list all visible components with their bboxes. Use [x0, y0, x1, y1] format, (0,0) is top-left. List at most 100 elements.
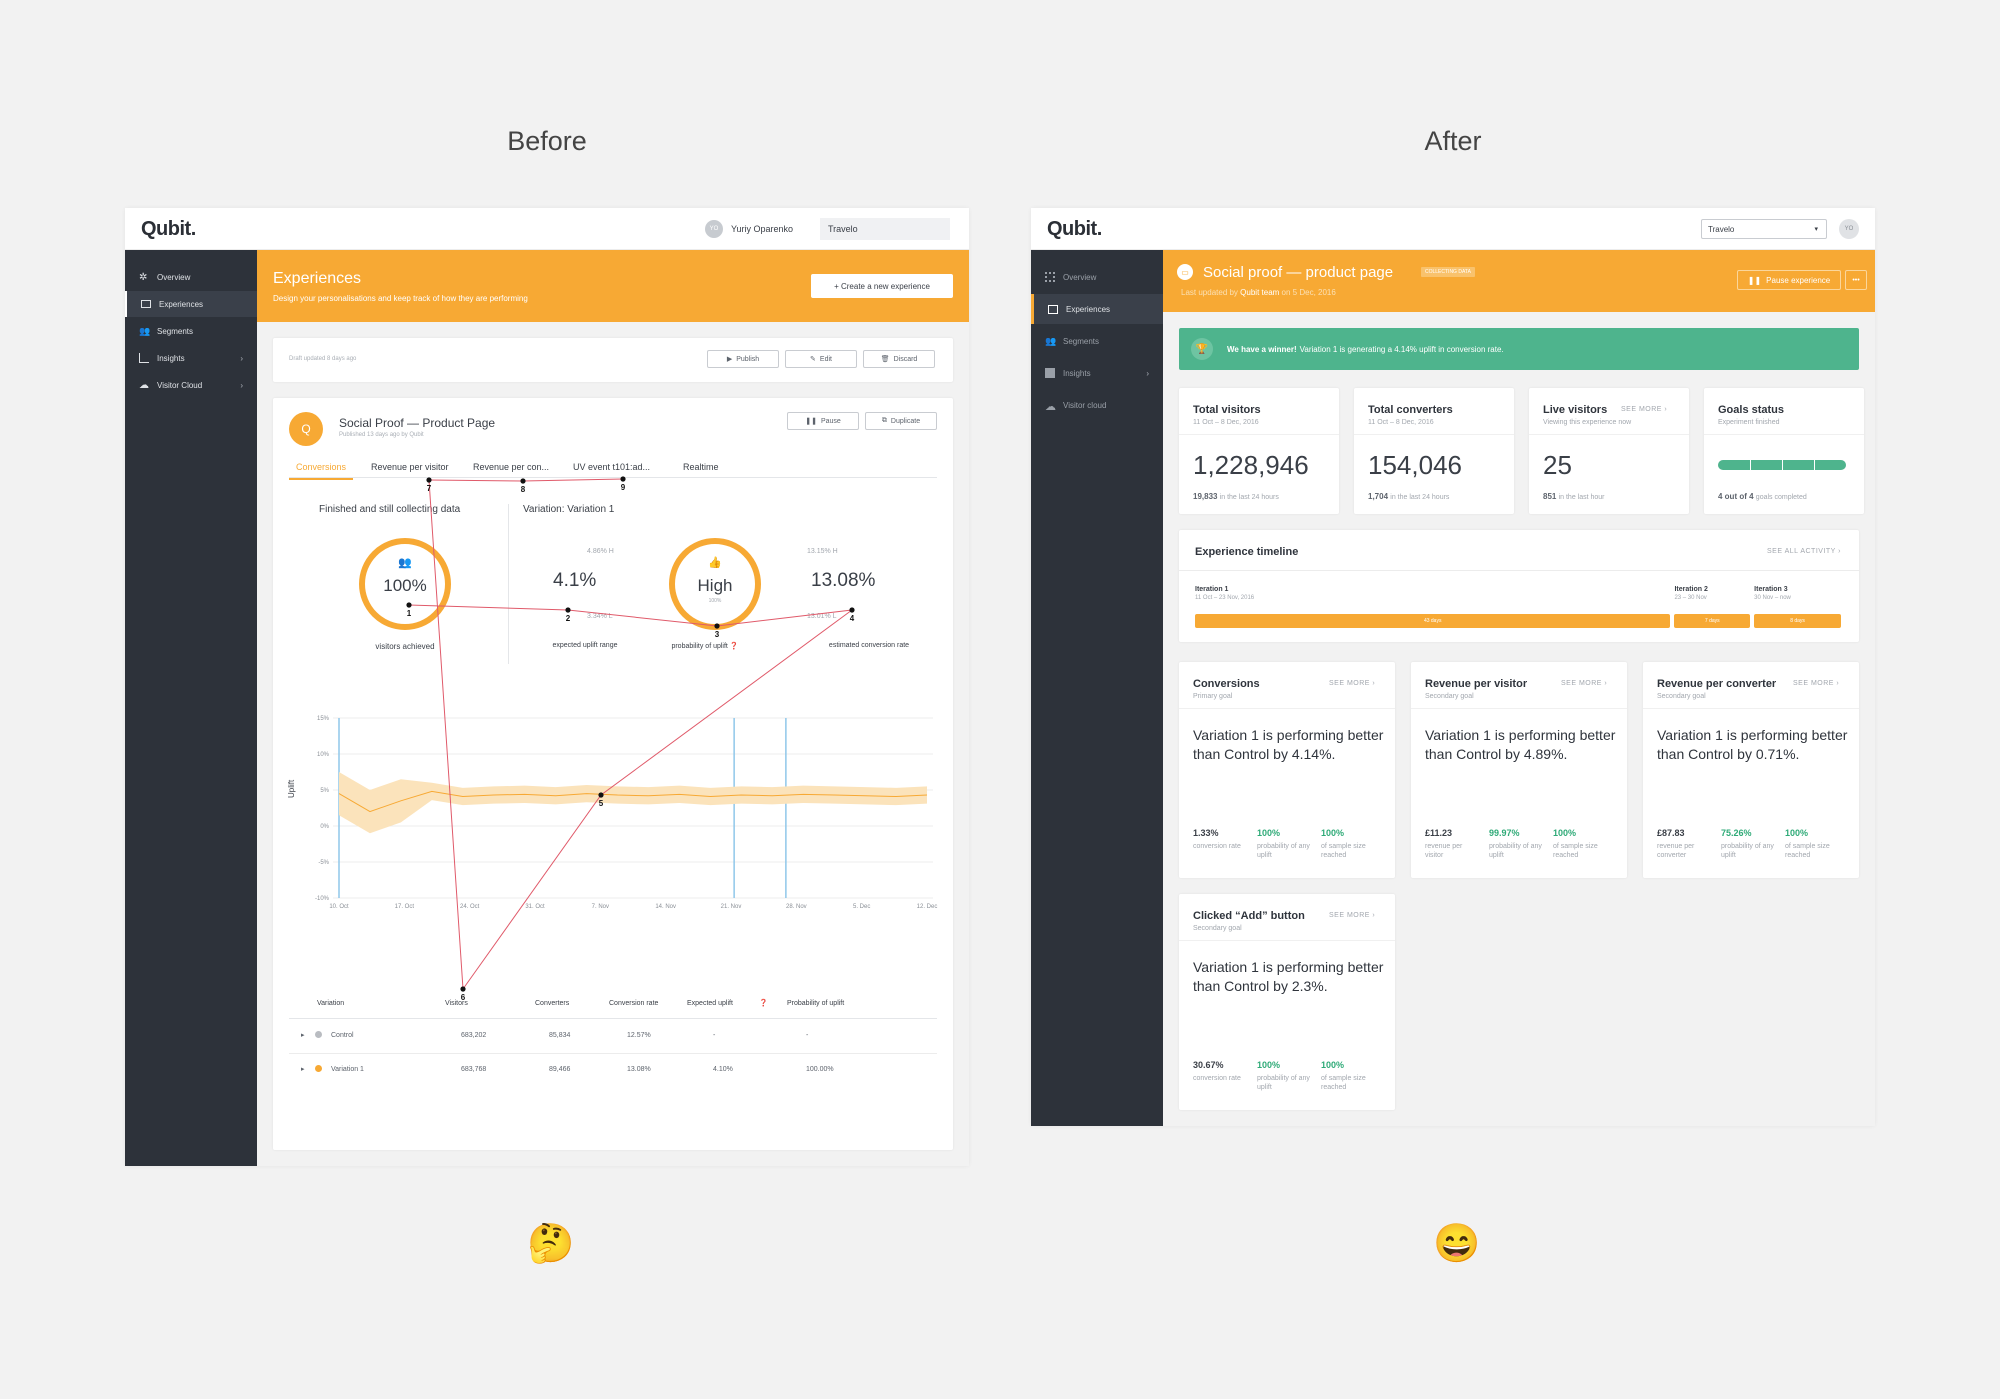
experience-badge: Q: [289, 412, 323, 446]
duplicate-button[interactable]: ⧉ Duplicate: [865, 412, 937, 430]
iteration-bar[interactable]: 7 days: [1674, 614, 1751, 628]
tab-realtime[interactable]: Realtime: [683, 462, 719, 472]
create-experience-button[interactable]: + Create a new experience: [811, 274, 953, 298]
user-avatar[interactable]: YO: [1839, 219, 1859, 239]
tab-revenue-per-converter[interactable]: Revenue per con...: [473, 462, 550, 472]
status-badge: COLLECTING DATA: [1421, 267, 1475, 277]
chevron-right-icon: ›: [1604, 680, 1608, 687]
last-updated: Last updated by Qubit team on 5 Dec, 201…: [1181, 288, 1336, 297]
chevron-right-icon: ›: [1836, 680, 1840, 687]
help-icon[interactable]: ❓: [759, 1000, 768, 1007]
nav-visitor-cloud[interactable]: ☁ Visitor cloud: [1045, 400, 1107, 414]
account-select[interactable]: Travelo: [820, 218, 950, 240]
x-tick-label: 14. Nov: [655, 904, 676, 910]
divider: [289, 1018, 937, 1019]
gaze-number: 1: [407, 609, 412, 618]
nav-experiences[interactable]: Experiences: [1031, 294, 1163, 324]
goal-stat-label: probability of any uplift: [1257, 843, 1310, 859]
pause-button[interactable]: ❚❚ Pause: [787, 412, 859, 430]
probability-label: probability of uplift ❓: [671, 643, 739, 650]
nav-segments[interactable]: 👥 Segments: [139, 326, 194, 336]
goal-stat-label: conversion rate: [1193, 843, 1241, 850]
gaze-number: 7: [427, 484, 432, 493]
qubit-logo[interactable]: Qubit.: [141, 218, 196, 240]
x-tick-label: 10. Oct: [329, 904, 349, 910]
table-row[interactable]: [289, 1020, 937, 1054]
goal-subtitle: Secondary goal: [1425, 693, 1474, 700]
account-select[interactable]: Travelo ▾: [1701, 219, 1827, 239]
overview-icon: [1045, 272, 1055, 282]
qubit-logo[interactable]: Qubit.: [1047, 218, 1102, 240]
tab-revenue-per-visitor[interactable]: Revenue per visitor: [371, 462, 449, 472]
nav-visitor-cloud[interactable]: ☁ Visitor Cloud ›: [139, 380, 243, 391]
tab-bar: Conversions Revenue per visitor Revenue …: [289, 456, 937, 480]
caret-right-icon[interactable]: ▸: [301, 1032, 305, 1039]
user-avatar[interactable]: YO: [705, 220, 723, 238]
pause-experience-button[interactable]: ❚❚ Pause experience: [1737, 270, 1841, 290]
iteration-bar[interactable]: 43 days: [1195, 614, 1671, 628]
copy-icon: ⧉: [881, 417, 887, 424]
uplift-high: 4.86% H: [587, 548, 614, 555]
more-button[interactable]: •••: [1845, 270, 1867, 290]
goal-subtitle: Secondary goal: [1193, 925, 1242, 932]
nav-overview[interactable]: ✲ Overview: [139, 272, 191, 283]
goal-stat-value: £11.23: [1425, 828, 1453, 838]
see-more-link[interactable]: SEE MORE ›: [1561, 680, 1608, 687]
tab-uv-event[interactable]: UV event t101:ad...: [573, 462, 651, 472]
trash-icon: 🗑: [880, 356, 890, 363]
divider: [1704, 434, 1864, 435]
goal-card[interactable]: Clicked “Add” button Secondary goal SEE MO…: [1179, 894, 1395, 1110]
goal-card[interactable]: Revenue per converter Secondary goal SEE M…: [1643, 662, 1859, 878]
monitor-icon: [1048, 304, 1058, 314]
goal-stat-label: of sample size reached: [1321, 1075, 1366, 1091]
caret-right-icon[interactable]: ▸: [301, 1066, 305, 1073]
users-icon: 👥: [1045, 336, 1057, 346]
goal-stat-label: revenue per visitor: [1425, 843, 1463, 859]
divider: [508, 504, 509, 664]
see-more-link[interactable]: SEE MORE ›: [1329, 912, 1376, 919]
see-all-activity-link[interactable]: SEE ALL ACTIVITY ›: [1767, 548, 1841, 555]
thumbs-up-icon: 👍: [708, 557, 722, 569]
divider: [1179, 570, 1859, 571]
edit-button[interactable]: ✎ Edit: [785, 350, 857, 368]
visitors-value: 100%: [383, 576, 427, 595]
publish-button[interactable]: ▶ Publish: [707, 350, 779, 368]
tab-conversions[interactable]: Conversions: [289, 462, 353, 480]
see-more-link[interactable]: SEE MORE ›: [1621, 406, 1668, 413]
table-header: Expected uplift: [687, 1000, 733, 1007]
goal-stat-label: conversion rate: [1193, 1075, 1241, 1082]
goal-card[interactable]: Revenue per visitor Secondary goal SEE MOR…: [1411, 662, 1627, 878]
nav-segments[interactable]: 👥 Segments: [1045, 336, 1100, 346]
goal-stat-value: 100%: [1321, 828, 1345, 838]
iteration-bar[interactable]: 8 days: [1754, 614, 1841, 628]
gaze-point: [849, 607, 855, 613]
monitor-icon: [141, 300, 151, 308]
metric-value: 1,228,946: [1193, 450, 1309, 480]
goal-stat-label: probability of any uplift: [1257, 1075, 1310, 1091]
nav-overview[interactable]: Overview: [1031, 262, 1163, 292]
table-cell: 89,466: [549, 1066, 571, 1073]
goal-card[interactable]: Conversions Primary goal SEE MORE › Variati…: [1179, 662, 1395, 878]
nav-experiences[interactable]: Experiences: [125, 291, 257, 317]
chevron-right-icon: ›: [1838, 548, 1841, 555]
metric-card: Total converters 11 Oct – 8 Dec, 2016 154,…: [1354, 388, 1514, 514]
user-name[interactable]: Yuriy Oparenko: [731, 224, 794, 234]
x-tick-label: 17. Oct: [395, 904, 415, 910]
nav-insights[interactable]: Insights ›: [1031, 358, 1163, 388]
gaze-number: 2: [566, 614, 571, 623]
page-subtitle: Design your personalisations and keep tr…: [273, 294, 528, 303]
before-app: Qubit. YO Yuriy Oparenko Travelo ✲ Overvi…: [125, 208, 969, 1166]
x-tick-label: 5. Dec: [853, 904, 870, 910]
see-more-link[interactable]: SEE MORE ›: [1329, 680, 1376, 687]
gaze-segment: [428, 478, 624, 482]
chevron-right-icon: ›: [1146, 368, 1149, 378]
discard-button[interactable]: 🗑 Discard: [863, 350, 935, 368]
nav-insights[interactable]: Insights ›: [125, 345, 257, 371]
see-more-link[interactable]: SEE MORE ›: [1793, 680, 1840, 687]
table-header: Visitors: [445, 1000, 468, 1007]
iteration-label: Iteration 1 11 Oct – 23 Nov, 2016: [1195, 586, 1255, 601]
page-title: Experiences: [273, 270, 362, 287]
help-icon[interactable]: ❓: [729, 643, 739, 650]
y-tick-label: 0%: [320, 824, 329, 830]
trophy-icon: 🏆: [1191, 338, 1213, 360]
